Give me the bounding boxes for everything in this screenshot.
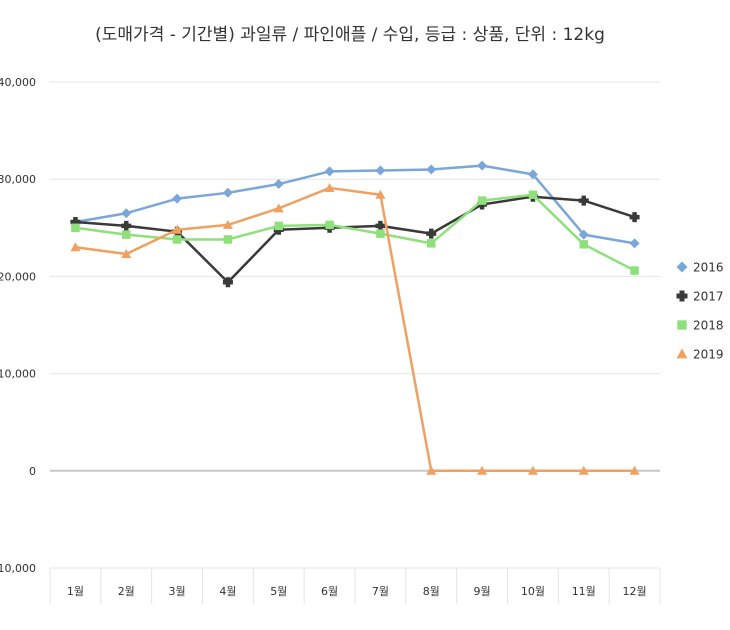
y-tick-label: 40,000 <box>0 76 36 89</box>
data-point <box>273 179 284 190</box>
x-tick-label: 1월 <box>67 585 84 598</box>
data-point <box>70 242 81 252</box>
data-point <box>324 182 335 192</box>
series-line <box>75 193 636 272</box>
x-tick-label: 7월 <box>372 585 389 598</box>
data-point <box>629 238 640 249</box>
data-point <box>325 220 334 230</box>
legend-item: 2018 <box>677 319 724 333</box>
legend-item: 2017 <box>676 290 724 304</box>
data-point <box>222 187 233 198</box>
data-point <box>70 216 81 227</box>
data-point <box>676 348 688 359</box>
legend-label: 2017 <box>693 290 724 304</box>
data-point <box>527 169 538 180</box>
series-2018 <box>71 190 639 275</box>
legend: 2016 2017 2018 2019 <box>676 261 724 362</box>
data-point <box>324 166 335 177</box>
data-point <box>121 220 132 231</box>
data-point <box>222 277 233 288</box>
data-point <box>121 249 132 259</box>
data-point <box>426 465 437 475</box>
y-axis: -10,000 0 10,000 20,000 30,000 40,000 <box>0 76 36 575</box>
x-tick-label: 8월 <box>423 585 440 598</box>
x-tick-label: 2월 <box>118 585 135 598</box>
data-point <box>629 465 640 475</box>
y-tick-label: -10,000 <box>0 562 36 575</box>
data-point <box>222 219 233 229</box>
legend-item: 2016 <box>676 261 724 275</box>
data-point <box>172 235 182 244</box>
x-tick-label: 5월 <box>270 585 287 598</box>
x-tick-label: 11월 <box>572 585 596 598</box>
legend-label: 2016 <box>693 261 724 275</box>
legend-label: 2018 <box>693 319 724 333</box>
x-axis: 1월 2월 3월 4월 5월 6월 7월 8월 9월 10월 11월 12월 <box>49 568 661 604</box>
chart-title: (도매가격 - 기간별) 과일류 / 파인애플 / 수입, 등급 : 상품, 단… <box>95 25 605 45</box>
data-point <box>578 229 589 240</box>
y-tick-label: 0 <box>29 465 36 478</box>
data-point <box>172 193 183 204</box>
data-point <box>375 189 386 199</box>
data-point <box>274 221 283 231</box>
data-point <box>676 290 688 302</box>
x-tick-label: 6월 <box>321 585 338 598</box>
series-2019 <box>70 182 640 475</box>
data-point <box>71 223 80 233</box>
data-point <box>527 465 538 475</box>
data-point <box>477 160 488 171</box>
data-point <box>630 266 639 275</box>
data-point <box>676 261 688 273</box>
legend-item: 2019 <box>676 348 724 362</box>
data-point <box>477 196 487 205</box>
series-line <box>75 186 635 473</box>
data-point <box>677 320 687 330</box>
y-tick-label: 30,000 <box>0 173 36 186</box>
data-point <box>122 230 131 239</box>
data-point <box>375 165 386 176</box>
data-point <box>376 229 385 238</box>
x-tick-label: 3월 <box>169 585 186 598</box>
series-line <box>75 195 635 284</box>
x-tick-label: 4월 <box>219 585 236 598</box>
data-point <box>172 224 183 234</box>
data-point <box>121 208 132 219</box>
data-point <box>426 164 437 175</box>
data-point <box>375 220 386 231</box>
data-point <box>629 212 640 223</box>
series-2016 <box>70 160 640 249</box>
data-point <box>426 228 437 239</box>
grid-lines <box>50 81 660 569</box>
y-tick-label: 10,000 <box>0 368 36 381</box>
data-point <box>578 465 589 475</box>
data-point <box>223 235 233 244</box>
x-tick-label: 10월 <box>521 585 545 598</box>
data-point <box>578 195 589 206</box>
data-point <box>477 465 488 475</box>
series-layer <box>70 160 640 475</box>
x-tick-label: 12월 <box>623 585 647 598</box>
x-tick-label: 9월 <box>474 585 491 598</box>
data-point <box>579 240 588 249</box>
y-tick-label: 20,000 <box>0 270 36 283</box>
series-line <box>75 164 635 245</box>
legend-label: 2019 <box>693 348 724 362</box>
data-point <box>528 190 538 200</box>
data-point <box>427 239 436 248</box>
data-point <box>273 203 284 213</box>
